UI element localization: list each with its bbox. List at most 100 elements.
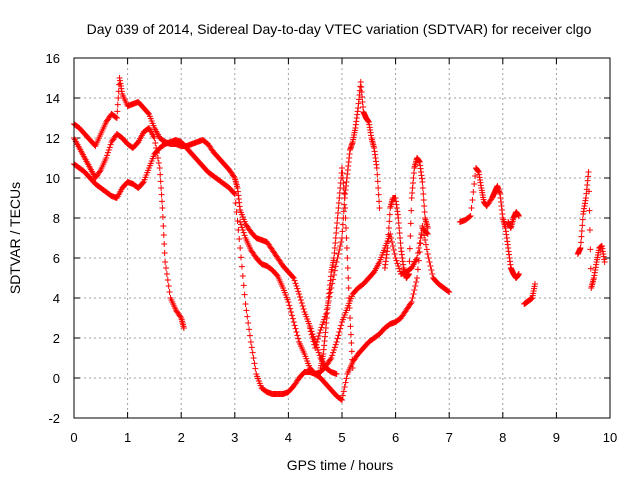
- data-point: [294, 285, 301, 292]
- data-point: [467, 213, 474, 219]
- data-point: [158, 191, 165, 198]
- data-point: [343, 245, 350, 251]
- series-arc2: [71, 125, 187, 331]
- data-point: [290, 275, 297, 281]
- data-point: [339, 228, 346, 235]
- data-point: [587, 246, 594, 253]
- data-point: [417, 235, 424, 241]
- data-point: [391, 251, 398, 257]
- data-point: [586, 227, 593, 233]
- data-point: [373, 165, 380, 171]
- data-point: [586, 188, 593, 195]
- data-point: [578, 233, 585, 240]
- data-point: [297, 297, 304, 303]
- data-point: [294, 332, 301, 339]
- data-point: [414, 275, 421, 281]
- data-point: [388, 235, 395, 241]
- data-point: [309, 335, 316, 341]
- data-point: [429, 271, 436, 277]
- data-point: [158, 185, 165, 191]
- data-point: [586, 207, 593, 214]
- data-point: [157, 178, 164, 185]
- data-point: [310, 338, 317, 345]
- chart-title: Day 039 of 2014, Sidereal Day-to-day VTE…: [87, 21, 592, 37]
- data-point: [233, 209, 240, 215]
- data-point: [407, 233, 414, 239]
- y-axis-label: SDTVAR / TECUs: [7, 182, 23, 294]
- data-point: [424, 231, 431, 237]
- data-point: [288, 309, 295, 315]
- data-point: [115, 95, 122, 101]
- data-point: [446, 289, 453, 295]
- data-point: [332, 341, 339, 348]
- data-point: [234, 218, 241, 224]
- data-point: [285, 299, 292, 305]
- data-point: [421, 209, 428, 215]
- data-point: [343, 225, 350, 231]
- data-point: [313, 339, 320, 345]
- data-point: [241, 232, 248, 239]
- data-point: [384, 245, 391, 251]
- data-point: [338, 396, 345, 403]
- data-point: [470, 189, 477, 195]
- data-point: [296, 291, 303, 297]
- data-point: [104, 152, 111, 159]
- data-point: [241, 291, 248, 298]
- data-point: [314, 336, 321, 342]
- data-point: [180, 325, 187, 331]
- data-point: [290, 319, 297, 325]
- data-point: [579, 216, 586, 223]
- data-point: [393, 257, 400, 264]
- data-point: [408, 207, 415, 214]
- data-point: [293, 329, 300, 335]
- data-point: [297, 294, 304, 300]
- data-point: [329, 352, 336, 359]
- data-point: [406, 258, 413, 265]
- data-point: [411, 287, 418, 293]
- data-point: [396, 265, 403, 272]
- x-tick-label: 1: [124, 430, 131, 445]
- data-point: [242, 301, 249, 307]
- data-point: [409, 295, 416, 301]
- data-point: [237, 219, 244, 225]
- data-point: [245, 320, 252, 326]
- data-point: [333, 371, 340, 377]
- data-point: [114, 101, 121, 108]
- data-point: [317, 327, 324, 333]
- data-point: [374, 178, 381, 185]
- data-point: [335, 251, 342, 257]
- data-point: [425, 255, 432, 261]
- data-point: [413, 279, 420, 285]
- data-point: [248, 344, 255, 351]
- data-point: [407, 300, 414, 307]
- data-point: [162, 259, 169, 265]
- data-point: [316, 352, 323, 359]
- data-point: [339, 397, 345, 403]
- data-point: [252, 365, 259, 372]
- x-tick-label: 10: [603, 430, 617, 445]
- data-point: [239, 227, 246, 233]
- data-point: [347, 323, 354, 330]
- y-tick-label: 4: [53, 291, 60, 306]
- data-point: [408, 299, 415, 305]
- data-point: [389, 239, 396, 245]
- data-point: [333, 339, 340, 345]
- data-point: [251, 360, 258, 367]
- data-point: [577, 239, 584, 246]
- data-point: [240, 229, 247, 236]
- data-point: [161, 250, 168, 256]
- data-point: [426, 259, 433, 265]
- data-point: [331, 344, 338, 351]
- data-point: [246, 332, 253, 339]
- x-tick-label: 5: [338, 430, 345, 445]
- data-point: [330, 349, 337, 356]
- data-point: [578, 228, 585, 234]
- y-tick-label: 2: [53, 331, 60, 346]
- data-point: [236, 236, 243, 242]
- data-point: [515, 271, 522, 277]
- data-point: [103, 155, 110, 161]
- data-point: [414, 266, 421, 273]
- data-point: [348, 348, 355, 355]
- data-point: [515, 213, 522, 219]
- data-point: [156, 165, 163, 171]
